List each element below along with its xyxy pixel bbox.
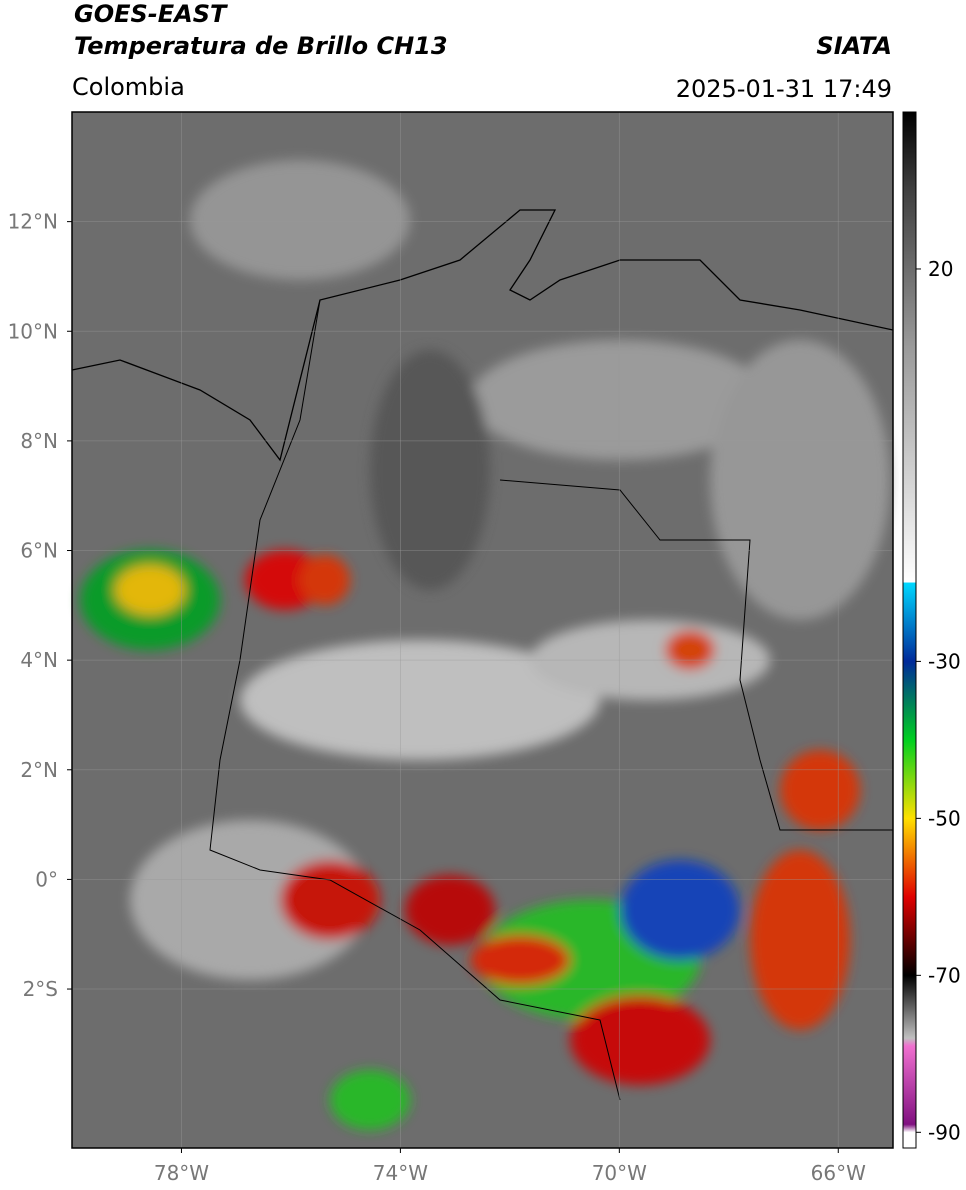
map-frame: [71, 111, 894, 1149]
source: SIATA: [816, 32, 892, 60]
colorbar-tick-label: -30: [928, 649, 961, 673]
subtitle: Temperatura de Brillo CH13: [74, 32, 448, 60]
colorbar-tick-label: -90: [928, 1120, 961, 1144]
satellite-image: [71, 112, 894, 1148]
x-tick-label: 78°W: [154, 1161, 209, 1185]
colorbar-tick-label: 20: [928, 257, 953, 281]
grid: [72, 112, 893, 1148]
y-tick-label: 4°N: [20, 648, 58, 672]
x-tick-label: 66°W: [811, 1161, 866, 1185]
y-tick-label: 12°N: [8, 210, 58, 234]
y-tick-label: 6°N: [20, 539, 58, 563]
y-tick-label: 0°: [35, 867, 58, 891]
y-tick-label: 2°N: [20, 758, 58, 782]
y-tick-label: 8°N: [20, 429, 58, 453]
x-tick-label: 74°W: [373, 1161, 428, 1185]
datetime: 2025-01-31 17:49: [676, 75, 892, 103]
colorbar-tick-label: -70: [928, 963, 961, 987]
colorbar-tick-label: -50: [928, 806, 961, 830]
y-tick-label: 2°S: [23, 977, 58, 1001]
title: GOES-EAST: [74, 0, 228, 28]
region: Colombia: [72, 73, 185, 101]
colorbar: [902, 111, 917, 1149]
y-tick-label: 10°N: [8, 319, 58, 343]
x-tick-label: 70°W: [592, 1161, 647, 1185]
